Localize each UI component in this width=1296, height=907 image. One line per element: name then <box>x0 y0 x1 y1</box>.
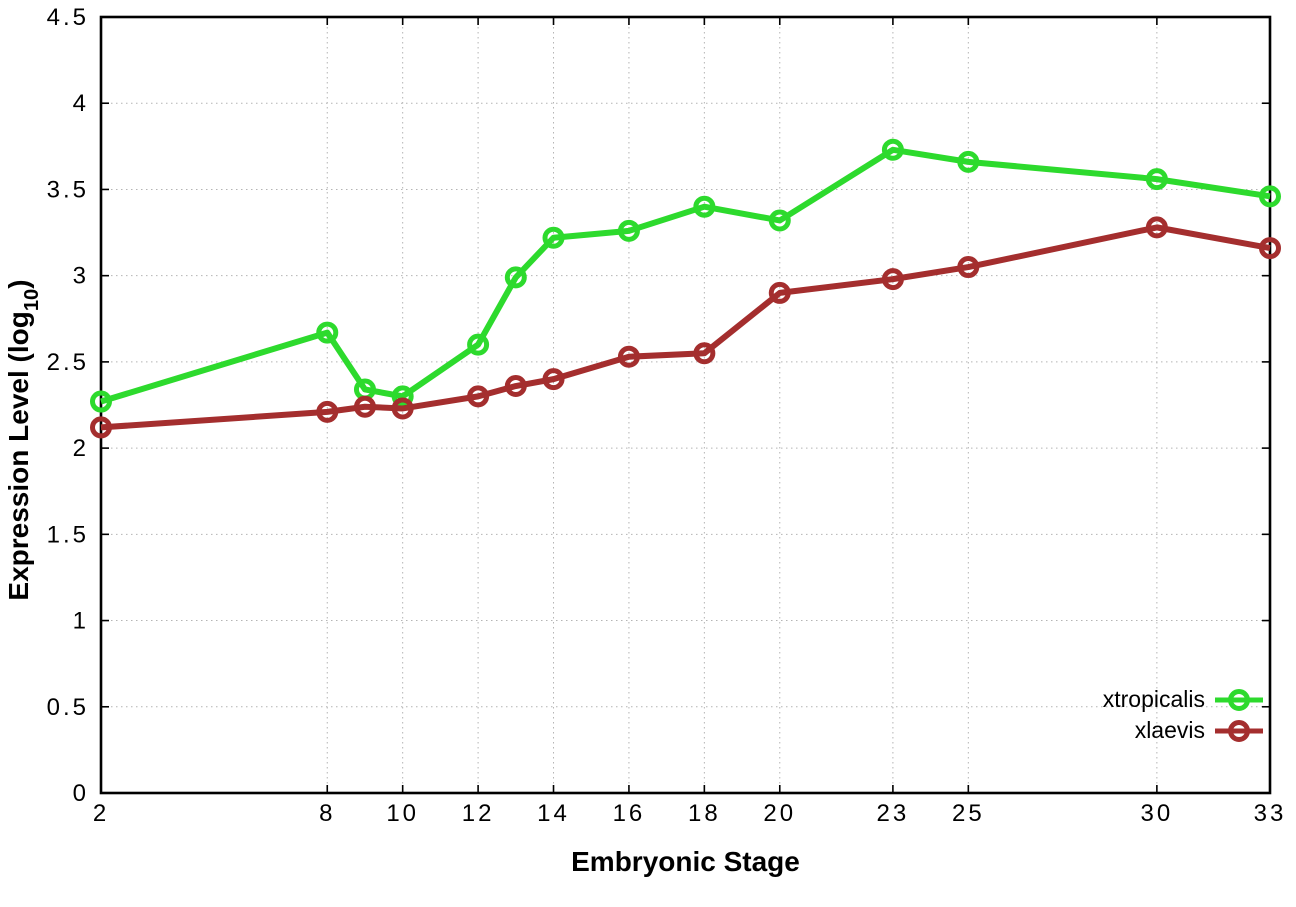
y-tick-label: 3.5 <box>47 176 89 203</box>
x-tick-label: 18 <box>688 800 721 827</box>
y-axis-title-text: Expression Level (log <box>3 311 35 601</box>
x-tick-label: 23 <box>877 800 910 827</box>
data-point-xtropicalis <box>1259 185 1281 208</box>
y-tick-label: 4 <box>73 90 89 117</box>
legend-marker-xlaevis <box>1215 719 1263 742</box>
data-point-xlaevis <box>316 400 339 423</box>
data-point-xtropicalis <box>542 226 565 249</box>
data-point-xlaevis <box>693 342 716 365</box>
data-point-xlaevis <box>957 256 980 279</box>
x-tick-label: 8 <box>319 800 335 827</box>
plot-border <box>99 15 1272 795</box>
x-tick-label: 14 <box>537 800 570 827</box>
data-point-xlaevis <box>1259 237 1281 260</box>
y-tick-label: 0 <box>73 780 89 807</box>
data-point-xlaevis <box>542 368 565 391</box>
legend-item-xlaevis: xlaevis <box>1103 715 1264 746</box>
data-point-xtropicalis <box>1145 168 1168 191</box>
series-line-xlaevis <box>100 224 1271 431</box>
legend-item-xtropicalis: xtropicalis <box>1103 684 1264 715</box>
data-point-xtropicalis <box>881 138 904 161</box>
x-tick-label: 25 <box>952 800 985 827</box>
y-tick-label: 2.5 <box>47 349 89 376</box>
legend: xtropicalis xlaevis <box>1103 684 1264 746</box>
y-tick-label: 0.5 <box>47 694 89 721</box>
x-axis-title: Embryonic Stage <box>571 846 800 877</box>
x-tick-label: 2 <box>93 800 109 827</box>
data-point-xlaevis <box>617 345 640 368</box>
data-point-xtropicalis <box>957 150 980 173</box>
legend-label: xtropicalis <box>1102 686 1205 712</box>
y-tick-label: 4.5 <box>47 4 89 31</box>
data-point-xlaevis <box>467 385 490 408</box>
data-point-xlaevis <box>90 416 112 439</box>
data-point-xlaevis <box>391 397 414 420</box>
x-tick-label: 12 <box>462 800 495 827</box>
y-tick-label: 1.5 <box>47 521 89 548</box>
y-tick-label: 3 <box>73 263 89 290</box>
x-tick-label: 33 <box>1254 800 1287 827</box>
y-axis-title-subscript: 10 <box>21 288 44 312</box>
data-point-xlaevis <box>353 395 376 418</box>
data-point-xtropicalis <box>617 219 640 242</box>
y-tick-label: 1 <box>73 608 89 635</box>
data-point-xtropicalis <box>391 385 414 408</box>
x-tick-label: 20 <box>763 800 796 827</box>
legend-marker-xtropicalis <box>1215 688 1263 711</box>
data-point-xlaevis <box>504 375 527 398</box>
data-point-xtropicalis <box>504 266 527 289</box>
data-point-xtropicalis <box>90 390 112 413</box>
x-tick-label: 16 <box>613 800 646 827</box>
data-point-xlaevis <box>1145 216 1168 239</box>
data-point-xlaevis <box>881 268 904 291</box>
legend-circle <box>1228 719 1250 742</box>
x-tick-label: 30 <box>1141 800 1174 827</box>
data-point-xtropicalis <box>316 321 339 344</box>
data-point-xtropicalis <box>693 195 716 218</box>
data-point-xlaevis <box>768 281 791 304</box>
data-point-xtropicalis <box>467 333 490 356</box>
y-axis-title: Expression Level (log10) <box>3 279 44 601</box>
y-tick-label: 2 <box>73 435 89 462</box>
x-tick-label: 10 <box>386 800 419 827</box>
legend-label: xlaevis <box>1134 717 1205 743</box>
data-point-xtropicalis <box>768 209 791 232</box>
y-axis-title-suffix: ) <box>3 279 35 289</box>
legend-circle <box>1228 688 1250 711</box>
